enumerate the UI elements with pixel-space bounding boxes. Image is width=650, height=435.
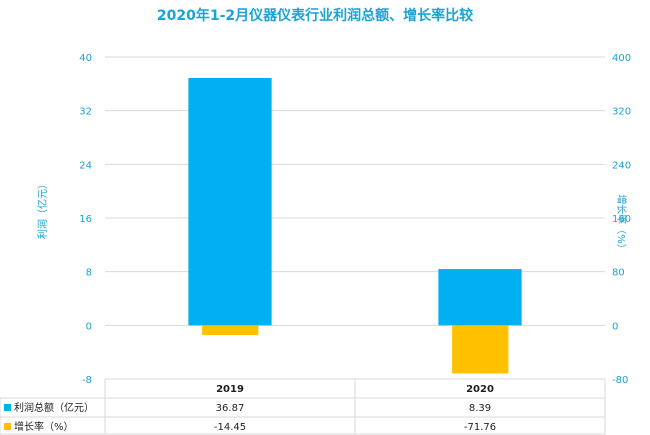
legend-label-0: 利润总额（亿元） (14, 401, 94, 414)
y2-tick-label: 400 (612, 53, 631, 64)
table-cell: 8.39 (469, 403, 491, 414)
y2-tick-label: 240 (612, 160, 631, 171)
y-tick-label: 24 (79, 160, 92, 171)
y2-tick-label: -80 (612, 375, 628, 386)
y2-tick-label: 80 (612, 268, 625, 279)
legend-key-0 (4, 404, 11, 411)
table-cell: -71.76 (464, 422, 496, 433)
table-category-2020: 2020 (466, 384, 494, 395)
bars-layer (188, 77, 522, 374)
y2-tick-label: 320 (612, 107, 631, 118)
y2-axis-title: 增长率（%） (615, 194, 628, 254)
y-tick-label: -8 (82, 375, 92, 386)
table-cell: -14.45 (214, 422, 246, 433)
data-table: 2019 2020 利润总额（亿元） 36.87 8.39 增长率（%） -14.45 -71… (0, 378, 606, 435)
legend-key-1 (4, 423, 11, 430)
grid-layer (105, 56, 605, 380)
table-category-2019: 2019 (216, 384, 244, 395)
y-tick-label: 8 (86, 268, 92, 279)
bar-profit-2019 (188, 77, 272, 326)
bar-growth-2019 (202, 325, 259, 336)
y-axis-title: 利润（亿元） (36, 179, 49, 239)
y2-tick-label: 160 (612, 214, 631, 225)
y-tick-label: 40 (79, 53, 92, 64)
y-tick-label: 32 (79, 107, 92, 118)
bar-growth-2020 (452, 325, 509, 374)
bar-profit-2020 (438, 269, 522, 326)
y-tick-label: 16 (79, 214, 92, 225)
table-cell: 36.87 (216, 403, 245, 414)
left-axis-ticks: 40 32 24 16 8 0 -8 (79, 53, 92, 386)
y-tick-label: 0 (86, 321, 92, 332)
y2-tick-label: 0 (612, 321, 618, 332)
right-axis-ticks: 400 320 240 160 80 0 -80 (612, 53, 631, 386)
chart-title: 2020年1-2月仪器仪表行业利润总额、增长率比较 (157, 7, 473, 24)
legend-label-1: 增长率（%） (14, 420, 74, 433)
